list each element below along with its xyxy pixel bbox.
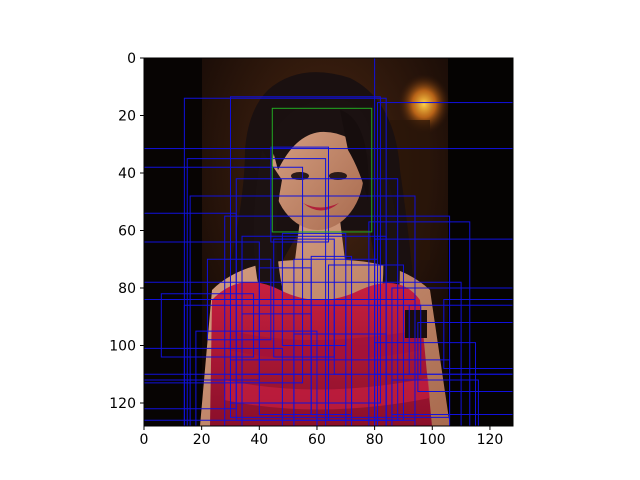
blue-box (229, 96, 381, 404)
blue-box (374, 342, 477, 426)
x-tick-label: 100 (419, 432, 446, 448)
y-tick-label: 40 (118, 166, 136, 182)
y-axis-ticks: 0 20 40 60 80 100 120 (109, 51, 144, 412)
blue-box (408, 304, 513, 375)
blue-box (333, 304, 422, 375)
axes: 0 20 40 60 80 100 120 0 20 40 60 80 100 120 (109, 51, 514, 448)
blue-box (224, 215, 451, 426)
blue-box (186, 158, 327, 426)
portrait-photo (144, 58, 513, 426)
x-tick-label: 80 (366, 432, 384, 448)
detection-boxes (144, 58, 513, 426)
x-tick-label: 60 (308, 432, 326, 448)
x-tick-label: 20 (193, 432, 211, 448)
x-tick-label: 120 (477, 432, 504, 448)
blue-box (391, 287, 513, 415)
blue-box (144, 212, 237, 410)
blue-box (229, 359, 451, 418)
y-tick-label: 0 (127, 51, 136, 67)
x-axis-ticks: 0 20 40 60 80 100 120 (140, 426, 504, 448)
blue-box (206, 258, 272, 341)
blue-box (144, 347, 283, 426)
blue-box (144, 281, 462, 426)
green-box (271, 107, 373, 233)
y-tick-label: 20 (118, 109, 136, 125)
y-tick-label: 80 (118, 281, 136, 297)
blue-box (183, 304, 347, 426)
blue-box (273, 238, 335, 358)
blue-box (241, 313, 312, 375)
blue-box (368, 221, 471, 426)
axes-frame (143, 57, 514, 427)
blue-box (443, 299, 513, 369)
blue-box (160, 293, 255, 358)
blue-box (144, 166, 304, 384)
blue-box (195, 330, 318, 426)
blue-box (281, 232, 347, 346)
blue-box (391, 379, 479, 426)
blue-box (417, 322, 513, 392)
y-tick-label: 100 (109, 339, 136, 355)
x-tick-label: 0 (140, 432, 149, 448)
y-tick-label: 120 (109, 396, 136, 412)
blue-box (293, 333, 387, 426)
blue-box (270, 146, 329, 243)
y-tick-label: 60 (118, 224, 136, 240)
x-tick-label: 40 (250, 432, 268, 448)
